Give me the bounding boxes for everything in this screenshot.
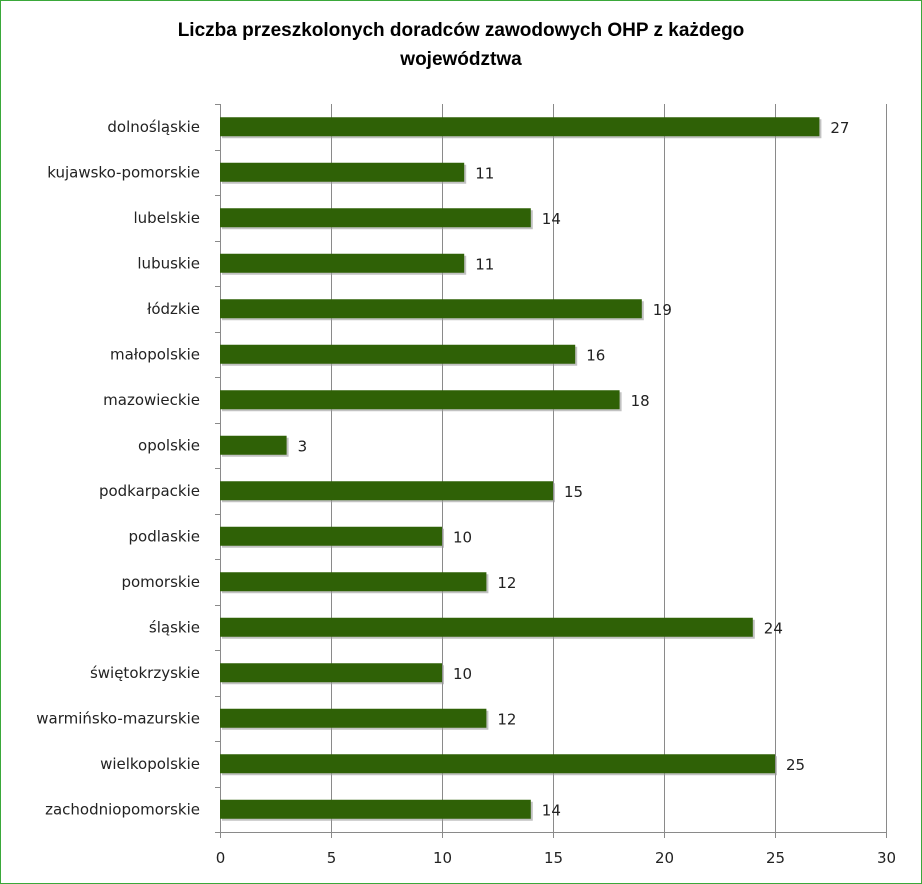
category-label-10: pomorskie bbox=[121, 573, 200, 591]
tick-label-30: 30 bbox=[877, 849, 896, 867]
bar-2 bbox=[220, 208, 531, 228]
chart-title-line-2: województwa bbox=[400, 49, 522, 70]
bar-4 bbox=[220, 299, 642, 319]
category-label-11: śląskie bbox=[149, 618, 200, 636]
category-label-7: opolskie bbox=[138, 436, 200, 454]
tick-label-10: 10 bbox=[433, 849, 452, 867]
data-label-4: 19 bbox=[653, 301, 672, 319]
chart-title-line-1: Liczba przeszkolonych doradców zawodowyc… bbox=[177, 20, 745, 41]
bar-11 bbox=[220, 617, 753, 637]
data-label-5: 16 bbox=[586, 346, 605, 364]
data-label-12: 10 bbox=[453, 665, 472, 683]
category-label-6: mazowieckie bbox=[103, 391, 200, 409]
category-label-14: wielkopolskie bbox=[100, 755, 200, 773]
data-label-0: 27 bbox=[830, 119, 849, 137]
data-label-14: 25 bbox=[786, 756, 805, 774]
data-label-6: 18 bbox=[631, 392, 650, 410]
bar-8 bbox=[220, 481, 553, 501]
data-label-2: 14 bbox=[542, 210, 561, 228]
category-label-3: lubuskie bbox=[137, 254, 200, 272]
bar-15 bbox=[220, 799, 531, 819]
bar-14 bbox=[220, 754, 775, 774]
category-label-5: małopolskie bbox=[110, 345, 200, 363]
data-label-13: 12 bbox=[497, 710, 516, 728]
bar-9 bbox=[220, 526, 442, 546]
data-label-11: 24 bbox=[764, 619, 783, 637]
bar-5 bbox=[220, 344, 576, 364]
tick-label-15: 15 bbox=[544, 849, 563, 867]
bar-1 bbox=[220, 162, 465, 182]
bars bbox=[220, 117, 822, 821]
bar-12 bbox=[220, 663, 442, 683]
data-label-8: 15 bbox=[564, 483, 583, 501]
data-label-10: 12 bbox=[497, 574, 516, 592]
bar-10 bbox=[220, 572, 487, 592]
data-label-7: 3 bbox=[298, 437, 308, 455]
bar-0 bbox=[220, 117, 820, 137]
data-label-9: 10 bbox=[453, 528, 472, 546]
tick-label-5: 5 bbox=[327, 849, 337, 867]
labels: 0 5 10 15 20 25 30 dolnośląskie 27 kujawsko-pomor… bbox=[36, 118, 896, 867]
category-label-8: podkarpackie bbox=[99, 482, 200, 500]
tick-label-20: 20 bbox=[655, 849, 674, 867]
category-label-9: podlaskie bbox=[129, 527, 200, 545]
data-label-1: 11 bbox=[475, 164, 494, 182]
category-label-0: dolnośląskie bbox=[107, 118, 200, 136]
data-label-15: 14 bbox=[542, 801, 561, 819]
bar-7 bbox=[220, 435, 287, 455]
category-label-13: warmińsko-mazurskie bbox=[36, 709, 200, 727]
chart-title: Liczba przeszkolonych doradców zawodowyc… bbox=[0, 16, 922, 74]
category-label-15: zachodniopomorskie bbox=[45, 800, 200, 818]
category-label-4: łódzkie bbox=[147, 300, 200, 318]
bar-13 bbox=[220, 708, 487, 728]
category-label-2: lubelskie bbox=[134, 209, 201, 227]
category-label-1: kujawsko-pomorskie bbox=[47, 163, 200, 181]
bar-3 bbox=[220, 253, 465, 273]
tick-label-25: 25 bbox=[766, 849, 785, 867]
data-label-3: 11 bbox=[475, 255, 494, 273]
bar-6 bbox=[220, 390, 620, 410]
tick-label-0: 0 bbox=[216, 849, 226, 867]
category-label-12: świętokrzyskie bbox=[90, 664, 200, 682]
